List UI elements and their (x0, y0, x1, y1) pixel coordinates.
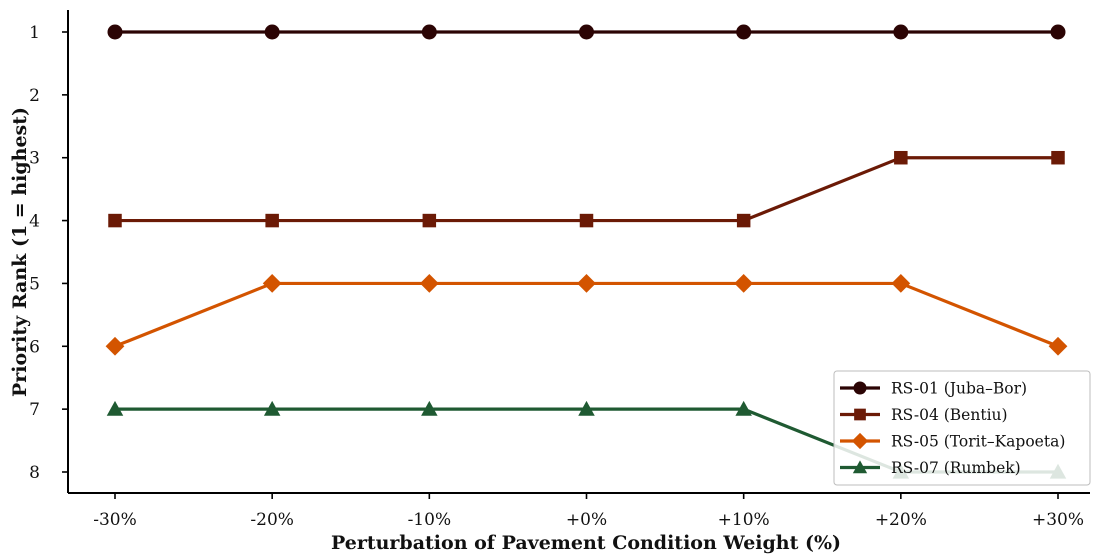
data-point-marker (422, 213, 437, 228)
legend: RS-01 (Juba–Bor) RS-04 (Bentiu) RS-05 (Tor… (833, 370, 1091, 486)
y-tick-label: 1 (29, 23, 40, 43)
data-point-marker (735, 400, 752, 416)
y-tick-label: 2 (29, 86, 40, 106)
data-point-marker (1048, 336, 1068, 356)
y-tick-label: 5 (29, 274, 40, 294)
legend-label: RS-07 (Rumbek) (891, 459, 1021, 477)
y-tick-label: 7 (29, 400, 40, 420)
x-tick-label: +30% (1032, 510, 1084, 530)
data-point-marker (894, 150, 908, 165)
legend-frame (833, 370, 1091, 486)
x-tick-label: +0% (566, 510, 607, 530)
y-tick-label: 4 (29, 212, 40, 232)
x-tick-label: -10% (408, 510, 452, 530)
legend-label: RS-05 (Torit–Kapoeta) (891, 433, 1065, 451)
data-point-marker (734, 274, 754, 293)
data-point-marker (263, 400, 281, 416)
data-point-marker (264, 24, 280, 40)
data-point-marker (579, 24, 594, 40)
data-point-marker (105, 336, 125, 356)
data-point-marker (854, 408, 866, 421)
data-point-marker (577, 274, 596, 293)
data-point-marker (108, 213, 122, 228)
data-point-marker (736, 213, 751, 228)
y-tick-label: 6 (29, 337, 40, 357)
legend-label: RS-01 (Juba–Bor) (891, 380, 1027, 398)
legend-label: RS-04 (Bentiu) (891, 406, 1008, 424)
data-point-marker (1050, 24, 1066, 40)
data-point-marker (852, 460, 868, 474)
series-line (115, 156, 1058, 223)
y-tick-label: 3 (29, 149, 40, 169)
series-2 (108, 150, 1065, 228)
series-1 (107, 24, 1066, 40)
data-point-marker (262, 274, 282, 293)
x-tick-label: +20% (875, 510, 927, 530)
x-tick-label: -30% (93, 510, 137, 530)
data-point-marker (106, 400, 124, 416)
data-point-marker (265, 213, 279, 228)
data-point-marker (421, 400, 438, 416)
data-point-marker (736, 24, 752, 40)
y-axis-title: Priority Rank (1 = highest) (9, 107, 31, 397)
data-point-marker (851, 432, 869, 450)
data-point-marker (421, 24, 437, 40)
data-point-marker (107, 24, 123, 40)
data-point-marker (891, 274, 911, 293)
series-3 (105, 274, 1068, 356)
x-tick-label: -20% (250, 510, 294, 530)
y-tick-label: 8 (29, 463, 40, 483)
data-point-marker (1051, 150, 1065, 165)
data-point-marker (578, 400, 595, 416)
data-point-marker (579, 213, 594, 228)
series-line (114, 281, 1059, 348)
x-axis-title: Perturbation of Pavement Condition Weigh… (331, 532, 841, 554)
data-point-marker (419, 274, 439, 293)
data-point-marker (893, 24, 909, 40)
axes: -30% -20% -10% +0% +10% +20% +30% 1 2 3 4 5 6 7 8 (29, 10, 1090, 530)
data-point-marker (853, 381, 867, 395)
x-tick-label: +10% (718, 510, 770, 530)
